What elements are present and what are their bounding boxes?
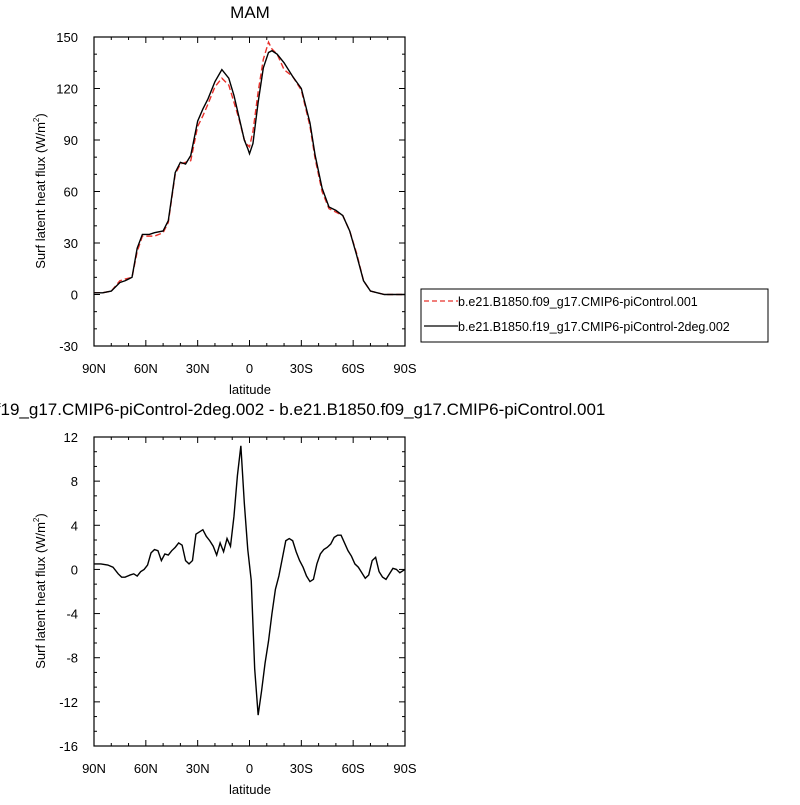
top-x-tick-label: 30S [290,361,313,376]
top-x-tick-label: 30N [186,361,210,376]
bottom-x-tick-label: 0 [246,761,253,776]
legend-label-series-2: b.e21.B1850.f19_g17.CMIP6-piControl-2deg… [458,320,730,334]
top-x-tick-label: 60S [342,361,365,376]
top-x-axis-label: latitude [229,382,271,397]
bottom-y-tick-label: -8 [66,651,78,666]
bottom-series-line-1 [94,445,406,716]
bottom-y-axis-label-close: ) [33,513,48,517]
bottom-y-tick-label: -12 [59,695,78,710]
bottom-x-tick-label: 90S [393,761,416,776]
top-y-axis-label-close: ) [33,113,48,117]
bottom-plot-frame [93,436,406,747]
top-y-tick-label: -30 [59,339,78,354]
top-y-tick-label: 90 [64,133,78,148]
bottom-y-tick-label: 12 [64,430,78,445]
legend: b.e21.B1850.f09_g17.CMIP6-piControl.001 … [420,288,769,343]
bottom-y-tick-label: 8 [71,474,78,489]
top-y-tick-label: 150 [56,30,78,45]
bottom-y-tick-label: 0 [71,562,78,577]
bottom-y-axis-label-sup: 2 [32,517,41,522]
top-y-tick-label: 60 [64,185,78,200]
top-x-tick-label: 0 [246,361,253,376]
bottom-y-tick-label: 4 [71,518,78,533]
bottom-y-tick-label: -4 [66,607,78,622]
bottom-x-tick-label: 90N [82,761,106,776]
bottom-series-layer [94,445,406,716]
top-y-tick-label: 0 [71,288,78,303]
top-series-line-1 [94,40,405,296]
bottom-x-tick-label: 30N [186,761,210,776]
top-series-line-2 [94,49,405,296]
bottom-y-tick-label: -16 [59,739,78,754]
top-y-axis-label: Surf latent heat flux (W/m2) [32,113,48,268]
top-series-layer [94,40,405,296]
top-y-axis-label-main: Surf latent heat flux (W/m [33,122,48,269]
bottom-panel: b.e21.B1850.f19_g17.CMIP6-piControl-2deg… [0,400,605,797]
bottom-y-axis-label-main: Surf latent heat flux (W/m [33,522,48,669]
top-x-tick-label: 90N [82,361,106,376]
bottom-y-axis-label: Surf latent heat flux (W/m2) [32,513,48,668]
top-y-tick-label: 120 [56,82,78,97]
bottom-axis-layer: 90N 60N 30N 0 30S 60S 90S -16 -12 -8 -4 0 4 8 12 [59,430,417,776]
legend-box [420,288,769,343]
bottom-x-tick-label: 60S [342,761,365,776]
bottom-chart-title: b.e21.B1850.f19_g17.CMIP6-piControl-2deg… [0,400,605,419]
bottom-x-axis-label: latitude [229,782,271,797]
top-axis-layer: 90N 60N 30N 0 30S 60S 90S -30 0 30 60 90 120 150 [56,30,417,376]
top-panel: MAM 90N 60N 30N 0 30S 60S 90S-300306090120150 … [32,3,769,397]
top-x-tick-label: 60N [134,361,158,376]
top-plot-frame [93,36,406,347]
top-chart-title: MAM [230,3,270,22]
bottom-x-tick-label: 60N [134,761,158,776]
top-y-tick-label: 30 [64,236,78,251]
top-x-tick-label: 90S [393,361,416,376]
legend-label-series-1: b.e21.B1850.f09_g17.CMIP6-piControl.001 [458,295,698,309]
top-y-axis-label-sup: 2 [32,117,41,122]
bottom-x-tick-label: 30S [290,761,313,776]
